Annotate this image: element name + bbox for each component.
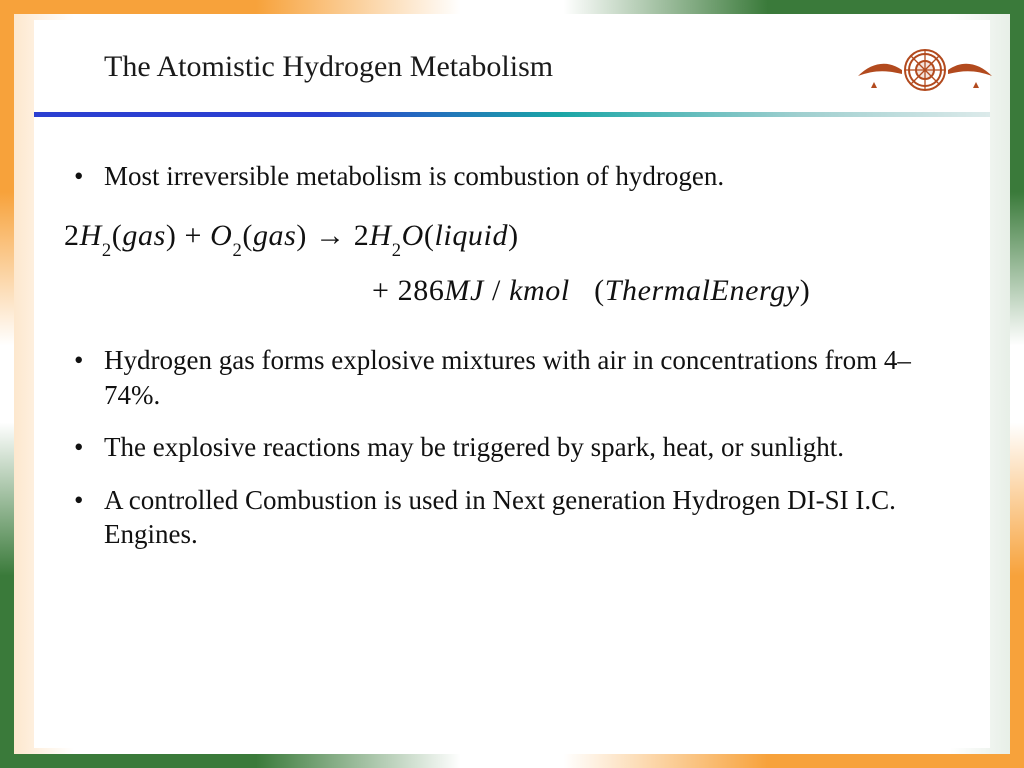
bullet-item: Most irreversible metabolism is combusti… bbox=[62, 159, 962, 194]
body-bullets: Hydrogen gas forms explosive mixtures wi… bbox=[62, 343, 962, 552]
bullet-item: A controlled Combustion is used in Next … bbox=[62, 483, 962, 552]
header: The Atomistic Hydrogen Metabolism bbox=[34, 20, 990, 102]
intro-bullets: Most irreversible metabolism is combusti… bbox=[62, 159, 962, 194]
equation-line-1: 2H2(gas) + O2(gas) → 2H2O(liquid) bbox=[62, 212, 962, 262]
bullet-item: Hydrogen gas forms explosive mixtures wi… bbox=[62, 343, 962, 412]
institution-logo bbox=[850, 40, 1000, 102]
slide-title: The Atomistic Hydrogen Metabolism bbox=[104, 50, 553, 84]
equation: 2H2(gas) + O2(gas) → 2H2O(liquid) + 286M… bbox=[62, 212, 962, 316]
bullet-item: The explosive reactions may be triggered… bbox=[62, 430, 962, 465]
equation-line-2: + 286MJ / kmol (ThermalEnergy) bbox=[62, 267, 962, 315]
slide: The Atomistic Hydrogen Metabolism bbox=[34, 20, 990, 748]
content-area: Most irreversible metabolism is combusti… bbox=[34, 117, 990, 552]
